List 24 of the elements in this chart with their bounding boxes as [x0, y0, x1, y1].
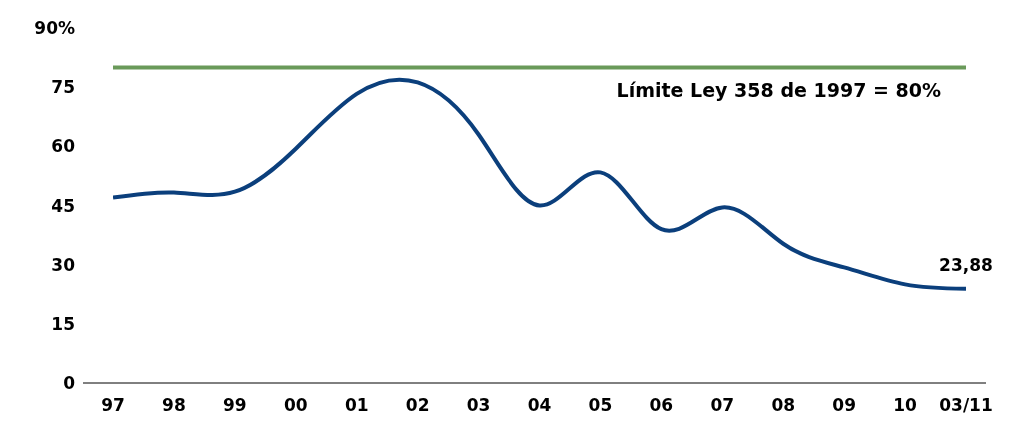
y-tick-label: 45 — [51, 195, 75, 216]
y-tick-label: 30 — [51, 254, 76, 275]
x-tick-label: 09 — [832, 395, 856, 416]
y-tick-label: 15 — [51, 313, 75, 334]
ref-line-label: Límite Ley 358 de 1997 = 80% — [616, 79, 941, 102]
x-tick-label: 97 — [101, 395, 125, 416]
x-tick-label: 00 — [283, 395, 308, 416]
data-label: 23,88 — [939, 254, 993, 275]
x-tick-label: 03 — [466, 395, 491, 416]
y-tick-label: 60 — [51, 136, 76, 157]
x-tick-label: 10 — [893, 395, 918, 416]
x-tick-label: 05 — [588, 395, 613, 416]
x-tick-label: 01 — [344, 395, 369, 416]
x-tick-label: 02 — [405, 395, 430, 416]
y-tick-label: 0 — [63, 373, 76, 394]
x-tick-label: 06 — [649, 395, 674, 416]
y-tick-label: 75 — [51, 77, 75, 98]
x-tick-label: 03/11 — [939, 395, 993, 416]
x-tick-label: 98 — [162, 395, 186, 416]
x-tick-label: 08 — [771, 395, 796, 416]
x-tick-label: 99 — [223, 395, 247, 416]
x-tick-label: 04 — [527, 395, 552, 416]
y-tick-label: 90% — [34, 18, 75, 39]
x-tick-label: 07 — [710, 395, 735, 416]
